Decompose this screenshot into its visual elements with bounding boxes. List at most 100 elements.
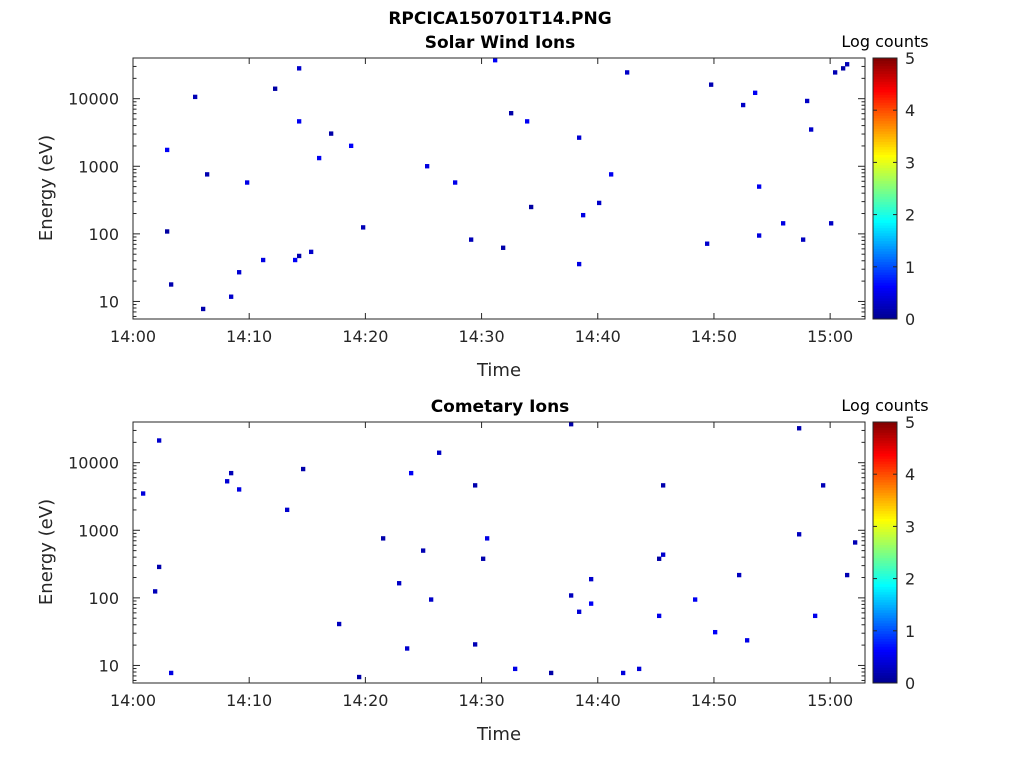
cometary-colorbar-label: Log counts <box>841 396 928 415</box>
colorbar-segment <box>873 680 897 684</box>
heatmap-cell <box>429 597 434 602</box>
colorbar-segment <box>873 502 897 506</box>
colorbar-segment <box>873 615 897 619</box>
colorbar-segment <box>873 427 897 431</box>
colorbar-segment <box>873 123 897 127</box>
colorbar-segment <box>873 303 897 307</box>
x-tick-label: 15:00 <box>807 691 853 710</box>
colorbar-segment <box>873 461 897 465</box>
colorbar-segment <box>873 311 897 315</box>
colorbar-segment <box>873 290 897 294</box>
colorbar-segment <box>873 531 897 535</box>
colorbar-segment <box>873 422 897 426</box>
x-tick-label: 14:00 <box>110 327 156 346</box>
colorbar-segment <box>873 659 897 663</box>
colorbar-segment <box>873 662 897 666</box>
solar-wind-y-axis: 10 100 1000 10000 <box>68 57 865 317</box>
colorbar-segment <box>873 638 897 642</box>
colorbar-tick-label: 5 <box>905 49 915 68</box>
heatmap-cell <box>169 282 174 287</box>
heatmap-cell <box>625 70 630 75</box>
colorbar-segment <box>873 81 897 85</box>
solar-wind-colorbar: 0 1 2 3 4 5 <box>872 49 915 329</box>
heatmap-cell <box>577 261 582 267</box>
colorbar-segment <box>873 625 897 629</box>
heatmap-cell <box>157 564 162 570</box>
colorbar-segment <box>873 170 897 174</box>
colorbar-segment <box>873 594 897 598</box>
x-tick-label: 14:50 <box>691 327 737 346</box>
colorbar-tick-label: 1 <box>905 258 915 277</box>
colorbar-segment <box>873 282 897 286</box>
y-tick-label: 10 <box>99 656 119 675</box>
colorbar-segment <box>873 672 897 676</box>
colorbar-segment <box>873 440 897 444</box>
colorbar-segment <box>873 60 897 64</box>
colorbar-segment <box>873 468 897 472</box>
heatmap-cell <box>469 237 474 242</box>
colorbar-segment <box>873 539 897 543</box>
heatmap-cell <box>549 670 554 676</box>
colorbar-segment <box>873 214 897 218</box>
heatmap-cell <box>193 94 198 100</box>
colorbar-segment <box>873 591 897 595</box>
heatmap-cell <box>757 233 762 238</box>
colorbar-segment <box>873 112 897 116</box>
colorbar-segment <box>873 484 897 488</box>
colorbar-segment <box>873 162 897 166</box>
colorbar-segment <box>873 63 897 67</box>
colorbar-segment <box>873 667 897 671</box>
colorbar-segment <box>873 523 897 527</box>
x-tick-label: 14:20 <box>342 691 388 710</box>
colorbar-segment <box>873 515 897 519</box>
colorbar-segment <box>873 450 897 454</box>
heatmap-cell <box>513 666 518 672</box>
colorbar-segment <box>873 562 897 566</box>
heatmap-cell <box>409 470 414 476</box>
solar-wind-x-axis: 14:00 14:10 14:20 14:30 14:40 14:50 15:00 <box>110 58 853 346</box>
colorbar-segment <box>873 238 897 242</box>
colorbar-segment <box>873 476 897 480</box>
colorbar-segment <box>873 542 897 546</box>
x-tick-label: 14:50 <box>691 691 737 710</box>
colorbar-segment <box>873 669 897 673</box>
colorbar-segment <box>873 146 897 150</box>
colorbar-segment <box>873 513 897 517</box>
colorbar-segment <box>873 458 897 462</box>
colorbar-segment <box>873 521 897 525</box>
heatmap-cell <box>657 556 662 561</box>
heatmap-cell <box>473 483 478 488</box>
colorbar-segment <box>873 578 897 582</box>
colorbar-segment <box>873 188 897 192</box>
colorbar-segment <box>873 508 897 512</box>
colorbar-segment <box>873 534 897 538</box>
y-tick-label: 100 <box>88 225 119 244</box>
colorbar-segment <box>873 144 897 148</box>
heatmap-cell <box>597 200 602 206</box>
cometary-title: Cometary Ions <box>431 397 570 417</box>
colorbar-segment <box>873 557 897 561</box>
colorbar-segment <box>873 230 897 234</box>
heatmap-cell <box>661 552 666 557</box>
heatmap-cell <box>437 450 442 455</box>
colorbar-segment <box>873 120 897 124</box>
colorbar-segment <box>873 198 897 202</box>
x-tick-label: 14:30 <box>459 327 505 346</box>
heatmap-cell <box>805 98 810 104</box>
colorbar-segment <box>873 287 897 291</box>
colorbar-segment <box>873 510 897 514</box>
heatmap-cell <box>425 164 430 169</box>
colorbar-segment <box>873 102 897 106</box>
heatmap-cell <box>317 155 322 161</box>
colorbar-segment <box>873 206 897 210</box>
colorbar-segment <box>873 641 897 645</box>
colorbar-segment <box>873 602 897 606</box>
colorbar-segment <box>873 622 897 626</box>
colorbar-tick-label: 1 <box>905 622 915 641</box>
heatmap-cell <box>509 111 514 116</box>
colorbar-tick-label: 3 <box>905 517 915 536</box>
colorbar-segment <box>873 492 897 496</box>
colorbar-segment <box>873 435 897 439</box>
colorbar-segment <box>873 157 897 161</box>
